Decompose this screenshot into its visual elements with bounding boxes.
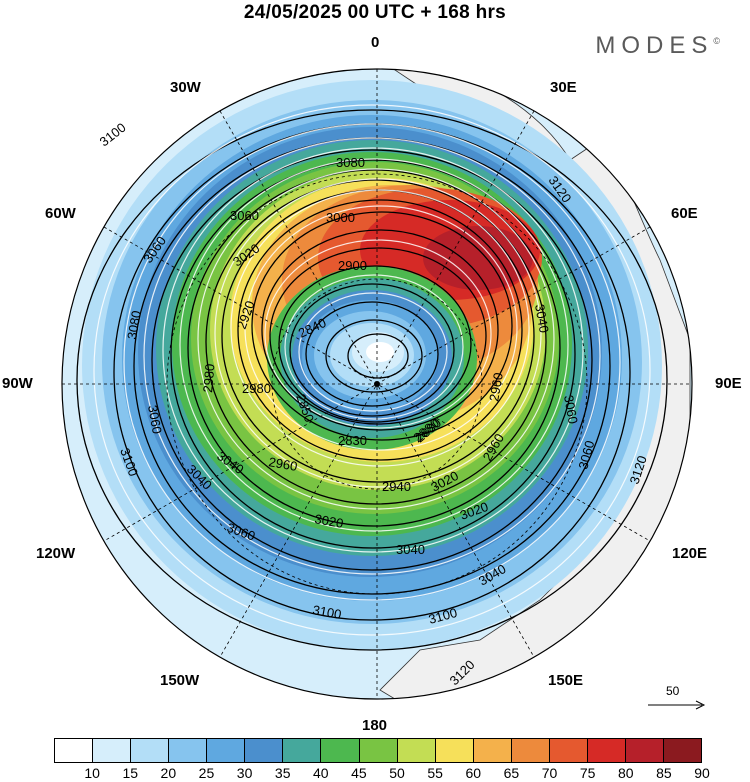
colorbar-tick-label: 85 (656, 765, 672, 781)
lon-label-30e: 30E (550, 79, 577, 96)
lon-label-60e: 60E (671, 205, 698, 222)
contour-label: 3100 (97, 120, 129, 150)
colorbar-tick-label: 10 (84, 765, 100, 781)
height-contours (76, 109, 668, 651)
colorbar-swatch (511, 739, 550, 762)
colorbar-swatch (549, 739, 588, 762)
colorbar-tick-label: 65 (503, 765, 520, 781)
colorbar-swatch (169, 739, 208, 762)
colorbar-tick-label: 75 (579, 765, 596, 781)
lon-label-120w: 120W (36, 545, 76, 562)
brand-name: MODES (595, 32, 714, 59)
colorbar-ticks: 10 15 20 25 30 35 40 45 50 55 60 65 70 75 80 85 90 (54, 765, 709, 781)
colorbar-swatch (283, 739, 322, 762)
colorbar-tick-label: 20 (160, 765, 177, 781)
colorbar-tick-label: 40 (313, 765, 329, 781)
colorbar-swatch (93, 739, 132, 762)
colorbar-tick-label: 30 (236, 765, 253, 781)
contour-label: 2900 (338, 258, 367, 273)
contour-label: 3080 (336, 155, 365, 170)
contour-label: 3060 (575, 439, 597, 471)
colorbar-tick-label: 80 (617, 765, 634, 781)
colorbar-swatch (321, 739, 360, 762)
lon-label-90w: 90W (2, 375, 33, 392)
contour-label: 2980 (242, 381, 271, 396)
lon-label-120e: 120E (672, 545, 708, 562)
colorbar-tick-label: 45 (351, 765, 367, 781)
contour-label: 3040 (396, 542, 425, 557)
colorbar-swatch (625, 739, 664, 762)
lon-label-0: 0 (371, 34, 380, 51)
colorbar-swatch (664, 739, 702, 762)
lon-label-180: 180 (362, 717, 388, 734)
contour-label: 3000 (326, 210, 355, 225)
reference-vector: 50 (648, 684, 708, 720)
contour-label: 3080 (124, 309, 144, 340)
colorbar-tick-label: 70 (541, 765, 558, 781)
colorbar-swatch (55, 739, 94, 762)
reference-vector-label: 50 (666, 684, 680, 698)
lon-label-90e: 90E (715, 375, 742, 392)
colorbar-tick-label: 55 (427, 765, 443, 781)
colorbar-tick-label: 60 (465, 765, 482, 781)
copyright-mark: © (713, 36, 720, 46)
contour-label: 2940 (382, 479, 411, 494)
contour-label: 2960 (486, 371, 506, 402)
lon-label-30w: 30W (170, 79, 201, 96)
map-boundary (61, 68, 693, 700)
colorbar-swatch (359, 739, 398, 762)
reference-arrow-icon (648, 700, 706, 710)
brand-logo: MODES© (595, 32, 720, 60)
contour-label: 3040 (532, 303, 552, 334)
colorbar-swatch (435, 739, 474, 762)
colorbar-swatch (131, 739, 170, 762)
colorbar-tick-label: 90 (694, 765, 710, 781)
contour-label: 3060 (145, 404, 165, 435)
contour-label: 3060 (230, 208, 259, 223)
contour-label: 3020 (313, 511, 344, 531)
lon-label-150e: 150E (548, 672, 584, 689)
colorbar-swatch (245, 739, 284, 762)
contour-label: 3100 (311, 602, 342, 622)
colorbar (54, 738, 702, 763)
colorbar-swatch (587, 739, 626, 762)
colorbar-swatch (207, 739, 246, 762)
lon-label-60w: 60W (45, 205, 76, 222)
colorbar-tick-label: 25 (198, 765, 215, 781)
south-pole-marker (374, 381, 380, 387)
colorbar-tick-label: 50 (389, 765, 405, 781)
contour-label: 3060 (561, 394, 581, 425)
forecast-title: 24/05/2025 00 UTC + 168 hrs (243, 2, 507, 23)
wind-vectors (93, 104, 651, 636)
colorbar-swatch (473, 739, 512, 762)
lon-label-150w: 150W (160, 672, 200, 689)
colorbar-swatch (397, 739, 436, 762)
colorbar-tick-label: 15 (122, 765, 139, 781)
contour-label: 2980 (200, 363, 217, 393)
contour-label: 3100 (427, 605, 459, 627)
contour-label: 2960 (267, 454, 298, 474)
contour-label: 2830 (338, 433, 367, 448)
colorbar-tick-label: 35 (274, 765, 291, 781)
